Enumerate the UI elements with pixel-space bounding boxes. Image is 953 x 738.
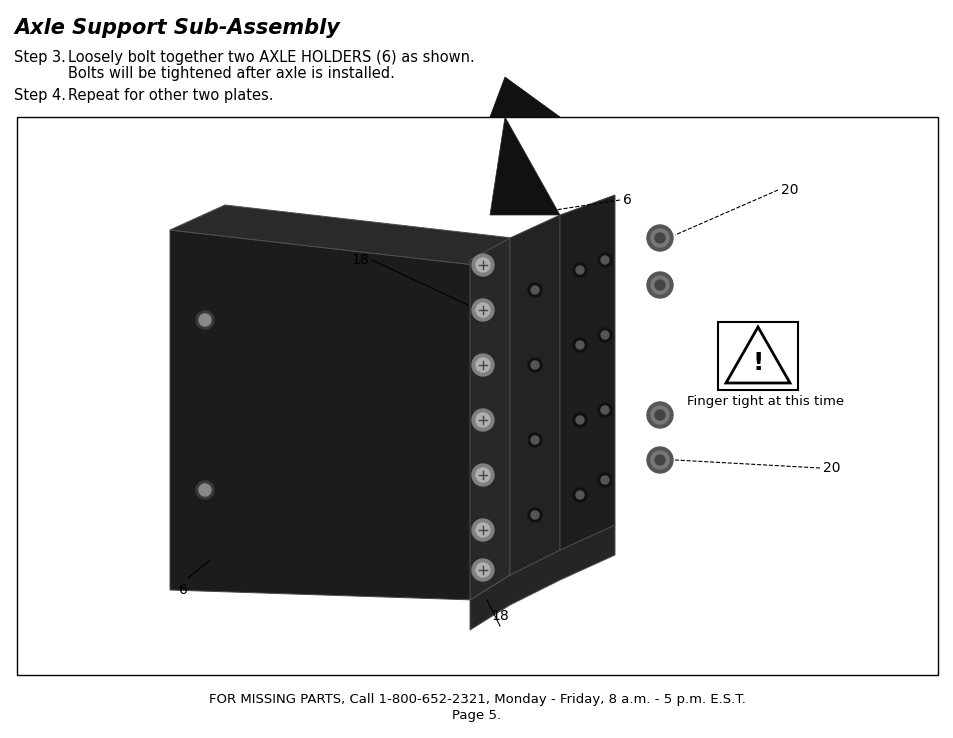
Circle shape bbox=[476, 358, 490, 372]
Circle shape bbox=[476, 563, 490, 577]
Circle shape bbox=[199, 484, 211, 496]
Circle shape bbox=[650, 276, 668, 294]
Circle shape bbox=[476, 258, 490, 272]
Text: 20: 20 bbox=[822, 461, 840, 475]
Circle shape bbox=[195, 481, 213, 499]
Circle shape bbox=[646, 272, 672, 298]
Circle shape bbox=[655, 455, 664, 465]
Bar bbox=[17, 117, 937, 675]
Circle shape bbox=[646, 402, 672, 428]
Circle shape bbox=[573, 263, 586, 277]
Text: 6: 6 bbox=[622, 193, 631, 207]
Circle shape bbox=[476, 303, 490, 317]
Text: 18: 18 bbox=[351, 253, 369, 267]
Text: Step 3.: Step 3. bbox=[14, 50, 66, 65]
Text: Bolts will be tightened after axle is installed.: Bolts will be tightened after axle is in… bbox=[68, 66, 395, 81]
Polygon shape bbox=[470, 525, 615, 630]
Text: Step 4.: Step 4. bbox=[14, 88, 66, 103]
Text: 6: 6 bbox=[178, 583, 187, 597]
Circle shape bbox=[600, 406, 608, 414]
Circle shape bbox=[598, 328, 612, 342]
Circle shape bbox=[576, 341, 583, 349]
Circle shape bbox=[650, 451, 668, 469]
Circle shape bbox=[655, 233, 664, 243]
Circle shape bbox=[598, 473, 612, 487]
Circle shape bbox=[472, 354, 494, 376]
Circle shape bbox=[655, 280, 664, 290]
Circle shape bbox=[600, 256, 608, 264]
Circle shape bbox=[531, 511, 538, 519]
Circle shape bbox=[527, 283, 541, 297]
Polygon shape bbox=[470, 238, 510, 600]
Circle shape bbox=[600, 331, 608, 339]
Circle shape bbox=[472, 519, 494, 541]
Circle shape bbox=[195, 311, 213, 329]
Circle shape bbox=[598, 253, 612, 267]
Circle shape bbox=[199, 314, 211, 326]
Circle shape bbox=[576, 416, 583, 424]
Circle shape bbox=[476, 523, 490, 537]
Circle shape bbox=[573, 413, 586, 427]
Circle shape bbox=[472, 299, 494, 321]
Text: !: ! bbox=[752, 351, 763, 375]
Text: FOR MISSING PARTS, Call 1-800-652-2321, Monday - Friday, 8 a.m. - 5 p.m. E.S.T.: FOR MISSING PARTS, Call 1-800-652-2321, … bbox=[209, 693, 744, 706]
Polygon shape bbox=[170, 205, 530, 265]
Circle shape bbox=[472, 464, 494, 486]
Circle shape bbox=[646, 225, 672, 251]
Circle shape bbox=[472, 409, 494, 431]
Text: Repeat for other two plates.: Repeat for other two plates. bbox=[68, 88, 274, 103]
Circle shape bbox=[655, 410, 664, 420]
Polygon shape bbox=[559, 195, 615, 550]
Text: 18: 18 bbox=[491, 609, 508, 623]
Circle shape bbox=[472, 254, 494, 276]
Circle shape bbox=[573, 488, 586, 502]
Polygon shape bbox=[725, 327, 789, 383]
Circle shape bbox=[600, 476, 608, 484]
Polygon shape bbox=[170, 230, 475, 600]
Circle shape bbox=[476, 413, 490, 427]
Circle shape bbox=[476, 468, 490, 482]
Text: Axle Support Sub-Assembly: Axle Support Sub-Assembly bbox=[14, 18, 339, 38]
Circle shape bbox=[573, 338, 586, 352]
Circle shape bbox=[531, 436, 538, 444]
Circle shape bbox=[527, 358, 541, 372]
Polygon shape bbox=[490, 77, 559, 117]
Text: 20: 20 bbox=[781, 183, 798, 197]
Polygon shape bbox=[510, 215, 559, 575]
Circle shape bbox=[576, 491, 583, 499]
Circle shape bbox=[531, 286, 538, 294]
Circle shape bbox=[472, 559, 494, 581]
Circle shape bbox=[650, 229, 668, 247]
Circle shape bbox=[650, 406, 668, 424]
Circle shape bbox=[598, 403, 612, 417]
Circle shape bbox=[576, 266, 583, 274]
Circle shape bbox=[646, 447, 672, 473]
Text: Loosely bolt together two AXLE HOLDERS (6) as shown.: Loosely bolt together two AXLE HOLDERS (… bbox=[68, 50, 475, 65]
Bar bbox=[718, 322, 797, 390]
Circle shape bbox=[527, 433, 541, 447]
Text: Finger tight at this time: Finger tight at this time bbox=[687, 395, 843, 408]
Circle shape bbox=[527, 508, 541, 522]
Text: Page 5.: Page 5. bbox=[452, 709, 501, 722]
Polygon shape bbox=[490, 117, 559, 215]
Circle shape bbox=[531, 361, 538, 369]
